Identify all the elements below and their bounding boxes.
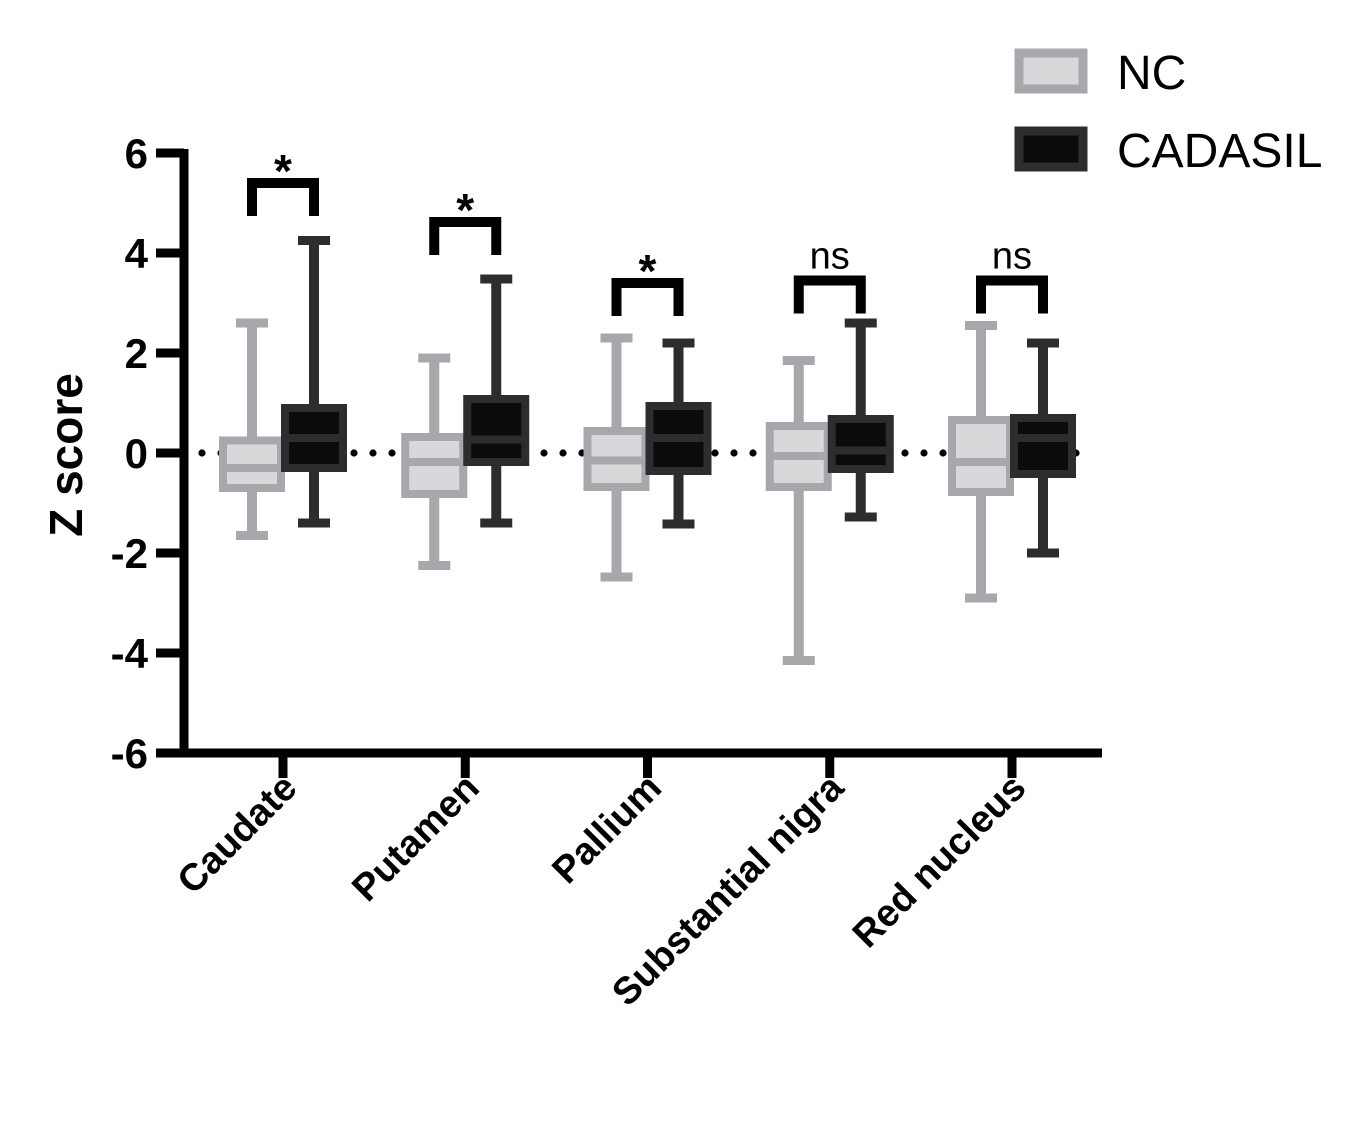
box-nc-caudate [219,318,285,540]
whisker-cap-bottom [236,531,268,540]
sig-bracket [429,217,502,255]
whisker-cap-bottom [965,593,997,603]
zero-line-dot [730,449,738,457]
zero-line-dot [540,449,548,457]
sig-bracket [247,178,319,216]
whisker-cap-bottom [844,512,877,522]
box-cadasil-substantial-nigra [827,318,894,522]
y-tick-label: 6 [125,130,148,177]
zero-line-dot [939,449,947,457]
x-category-label: Red nucleus [845,767,1034,956]
whisker-cap-top [1027,338,1059,348]
y-axis-title: Z score [40,373,92,537]
x-category-label: Pallium [545,767,670,892]
whisker-cap-bottom [600,572,633,582]
whisker-cap-top [844,318,877,328]
box-iqr [1010,414,1076,478]
whisker-cap-top [480,274,513,284]
sig-label: ns [810,236,850,278]
whisker-cap-top [782,356,815,365]
x-category-label: Putamen [344,767,487,910]
box-iqr [463,395,530,466]
zero-line-dot [559,449,567,457]
x-category-label: Caudate [170,767,306,903]
box-nc-substantial-nigra [765,356,832,665]
legend-label-cadasil: CADASIL [1117,125,1322,178]
whisker-cap-bottom [480,518,513,528]
box-nc-putamen [401,353,468,570]
zero-line-dot [901,449,909,457]
sig-bracket [611,278,684,316]
sig-label: * [456,184,474,236]
box-cadasil-red-nucleus [1010,338,1076,558]
y-tick-label: 4 [125,230,149,277]
sig-label: ns [992,236,1032,278]
whisker-cap-top [600,333,633,343]
sig-label: * [274,145,292,197]
zero-line-dot [749,449,757,457]
box-iqr [827,415,894,473]
legend-label-nc: NC [1117,47,1186,100]
sig-label: * [639,245,657,297]
zero-line-dot [388,449,396,457]
y-tick-label: -6 [111,730,148,777]
zero-line-dot [711,449,719,457]
sig-bracket [976,275,1048,314]
whisker-cap-bottom [418,561,451,570]
whisker-cap-bottom [298,518,330,528]
whisker-cap-bottom [782,656,815,665]
zero-line-dot [369,449,377,457]
zero-line-dot [920,449,928,457]
whisker-cap-bottom [1027,548,1059,558]
whisker-cap-bottom [662,519,695,529]
legend-swatch-cadasil [1014,126,1088,172]
zero-line-dot [198,449,206,457]
zero-line-dot [350,449,358,457]
whisker-cap-top [965,321,997,330]
legend-swatch-nc [1014,48,1088,94]
box-cadasil-pallium [645,338,712,529]
y-tick-label: -2 [111,530,148,577]
legend: NC CADASIL [1014,47,1322,178]
whisker-cap-top [298,236,330,245]
whisker-cap-top [236,318,268,328]
y-tick-label: 2 [125,330,148,377]
y-tick-label: -4 [111,630,149,677]
box-cadasil-putamen [463,274,530,528]
box-cadasil-caudate [281,236,347,528]
y-tick-label: 0 [125,430,148,477]
box-groups [219,236,1076,665]
box-nc-pallium [583,333,650,582]
significance-brackets: * * * ns ns [247,145,1048,316]
box-nc-red-nucleus [948,321,1014,603]
whisker-cap-top [662,338,695,348]
box-iqr [948,416,1014,496]
whisker-cap-top [418,353,451,363]
sig-bracket [793,275,866,314]
